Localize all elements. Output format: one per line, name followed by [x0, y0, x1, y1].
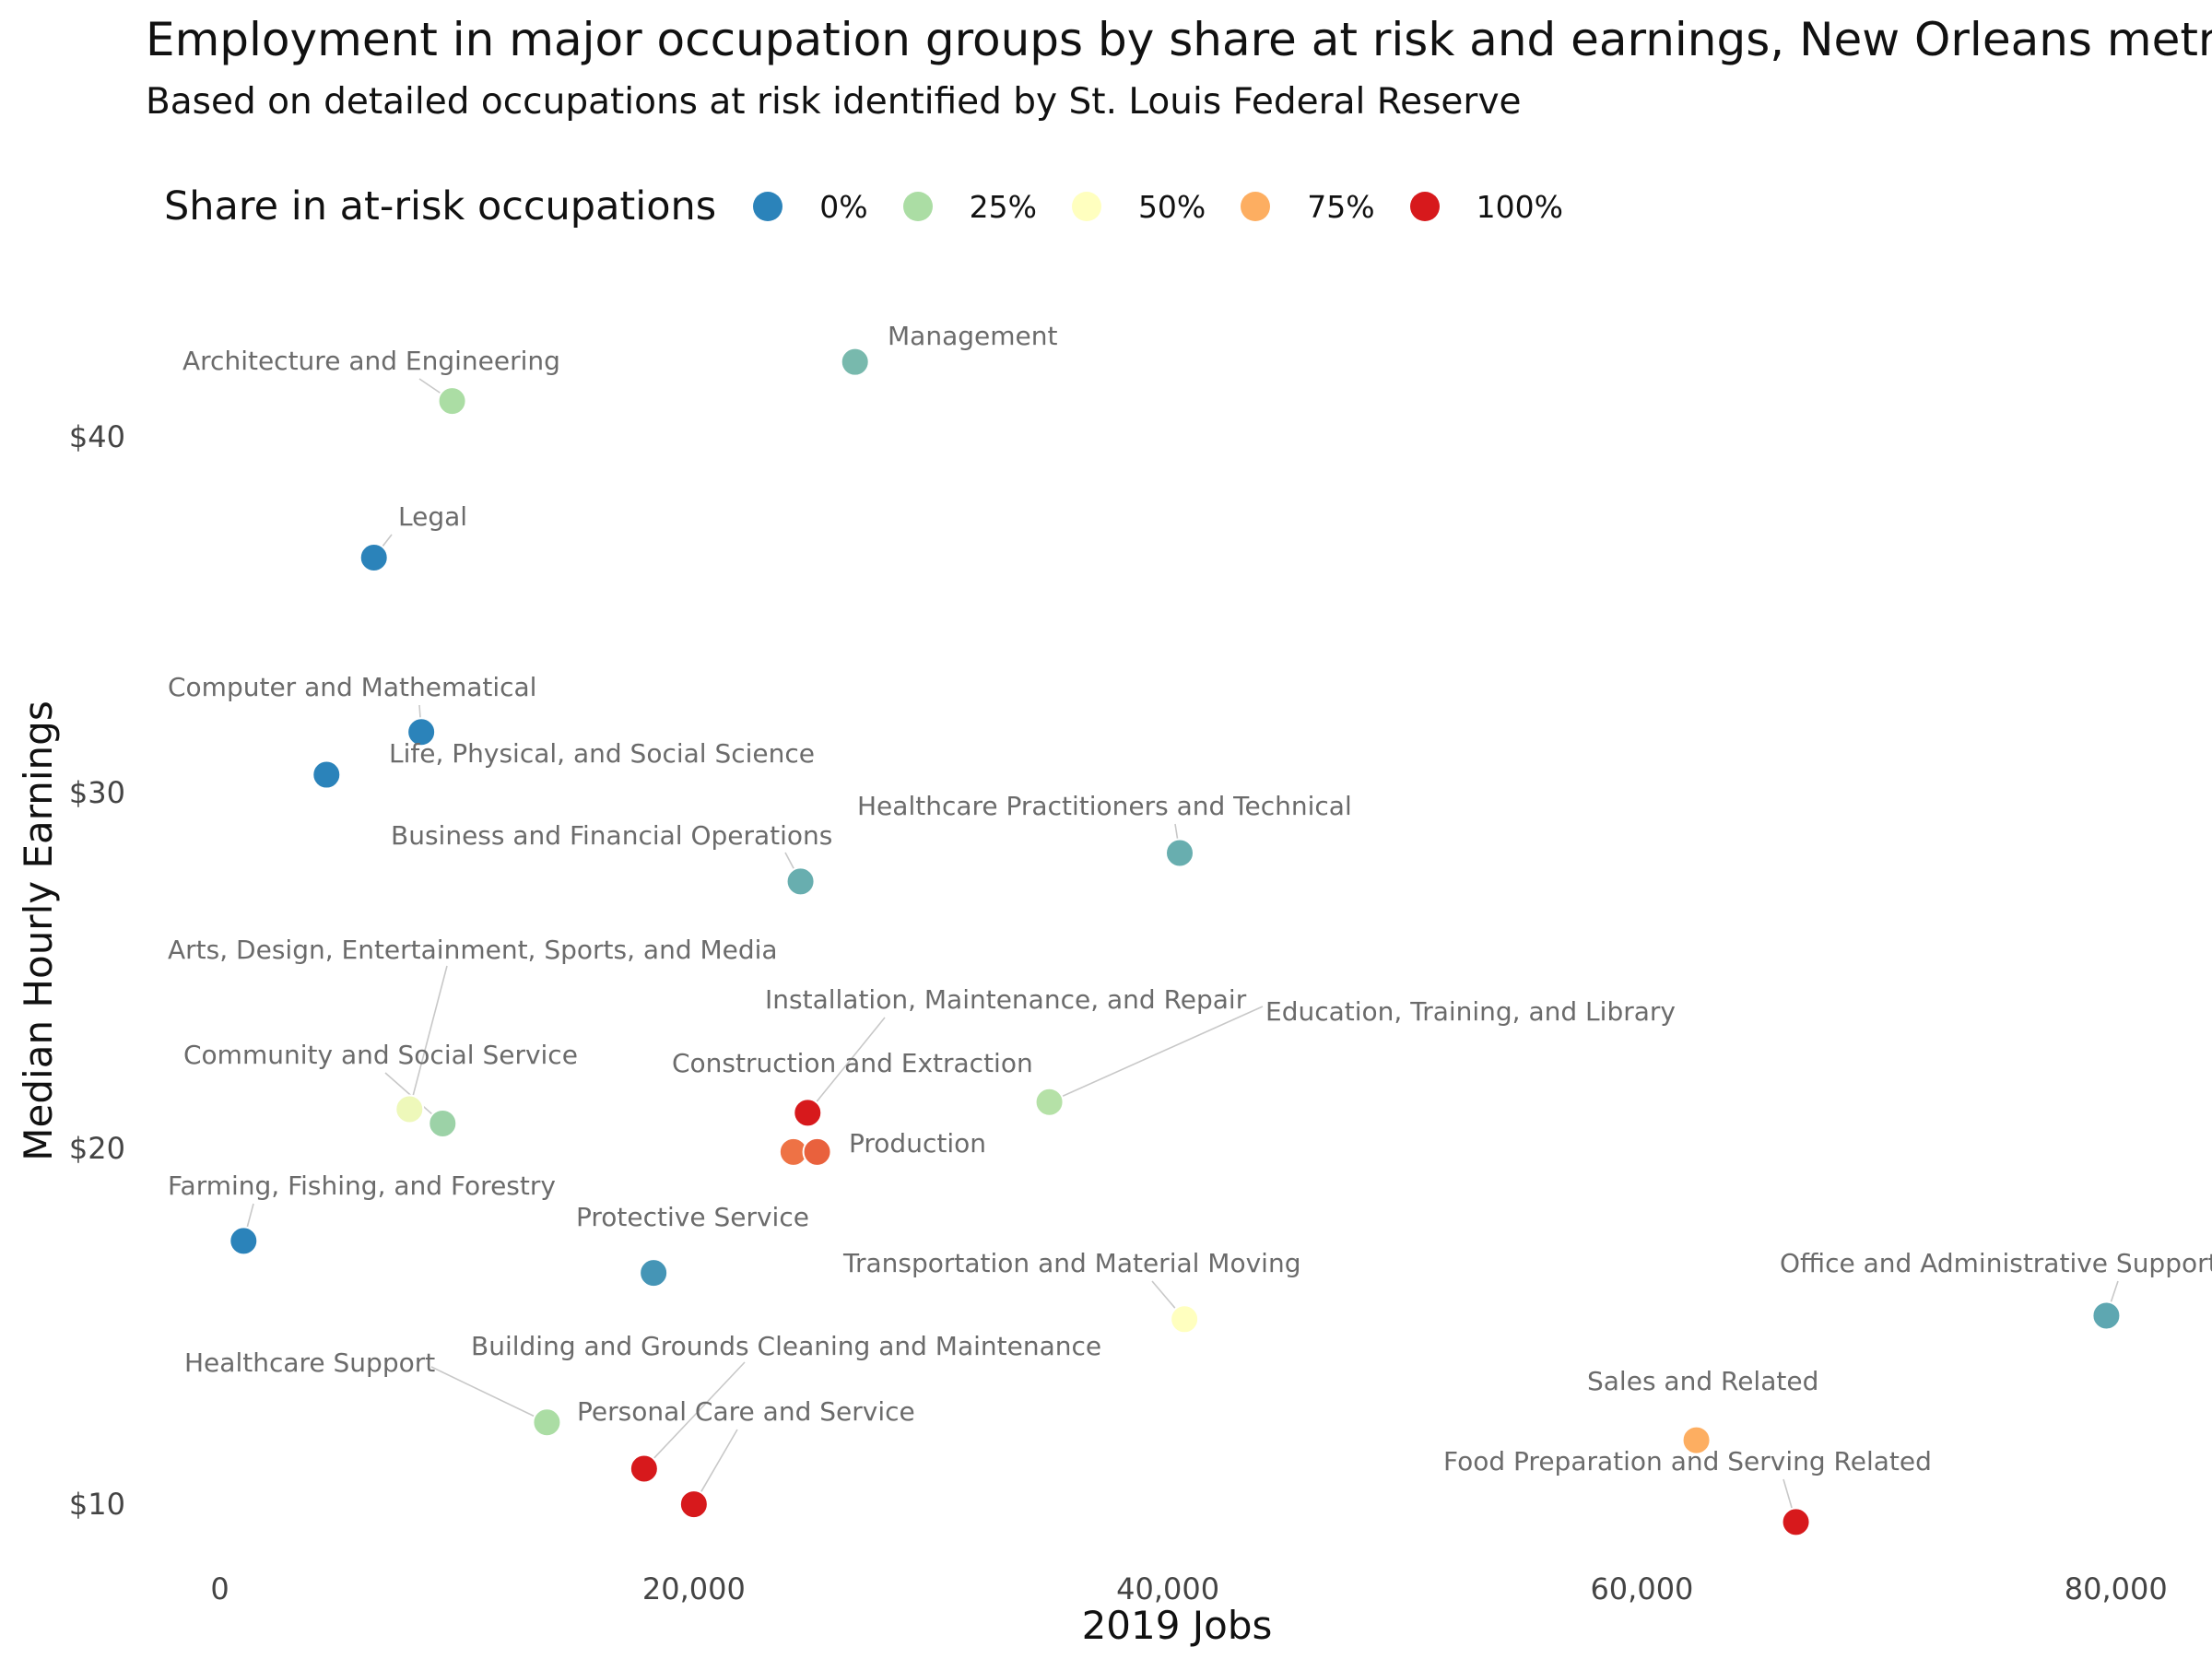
legend-item-0: 0% — [753, 188, 868, 225]
legend-item-50: 50% — [1071, 188, 1206, 225]
data-point — [1034, 1087, 1065, 1117]
data-point — [629, 1453, 659, 1484]
point-label: Life, Physical, and Social Science — [389, 738, 815, 769]
y-tick-label: $20 — [69, 1131, 125, 1166]
x-tick-label: 20,000 — [642, 1571, 746, 1606]
data-point — [678, 1489, 709, 1520]
chart-title: Employment in major occupation groups by… — [146, 13, 2212, 66]
legend-swatch-100 — [1409, 192, 1440, 221]
data-point — [1681, 1425, 1712, 1455]
y-tick-label: $30 — [69, 775, 125, 810]
data-point — [406, 717, 437, 747]
point-label: Community and Social Service — [183, 1040, 578, 1070]
data-point — [1165, 838, 1194, 868]
x-tick-label: 60,000 — [1590, 1571, 1693, 1606]
point-label: Personal Care and Service — [577, 1396, 915, 1427]
point-label: Computer and Mathematical — [168, 672, 536, 702]
point-label: Healthcare Support — [184, 1347, 435, 1378]
data-point — [2091, 1300, 2122, 1331]
chart-subtitle: Based on detailed occupations at risk id… — [146, 81, 1522, 123]
legend-title: Share in at-risk occupations — [164, 183, 717, 229]
data-point — [793, 1098, 823, 1128]
x-tick-label: 80,000 — [2065, 1571, 2168, 1606]
data-point — [312, 759, 342, 790]
legend-label-25: 25% — [969, 188, 1037, 225]
point-label: Farming, Fishing, and Forestry — [168, 1171, 556, 1201]
y-tick-label: $10 — [69, 1487, 125, 1522]
data-point — [229, 1226, 259, 1256]
legend-swatch-25 — [902, 192, 933, 221]
y-axis-title: Median Hourly Earnings — [16, 700, 61, 1160]
point-label: Office and Administrative Support — [1780, 1248, 2212, 1278]
data-point — [840, 347, 870, 377]
point-label: Food Preparation and Serving Related — [1443, 1446, 1932, 1477]
legend-item-75: 75% — [1241, 188, 1375, 225]
data-point — [437, 386, 467, 417]
point-label: Building and Grounds Cleaning and Mainte… — [471, 1331, 1101, 1361]
point-label: Management — [888, 321, 1057, 351]
y-tick-label: $40 — [69, 419, 125, 454]
point-label: Healthcare Practitioners and Technical — [857, 791, 1352, 821]
y-axis-ticks: $10 $20 $30 $40 — [69, 419, 125, 1522]
legend: Share in at-risk occupations 0% 25% 50% … — [164, 181, 1598, 232]
point-label: Sales and Related — [1587, 1366, 1818, 1396]
data-point — [1781, 1507, 1811, 1537]
legend-label-100: 100% — [1476, 188, 1563, 225]
legend-swatch-50 — [1071, 192, 1101, 221]
point-label: Architecture and Engineering — [182, 346, 560, 376]
point-label: Business and Financial Operations — [391, 820, 832, 851]
legend-item-25: 25% — [902, 188, 1037, 225]
point-label: Arts, Design, Entertainment, Sports, and… — [168, 935, 778, 965]
point-label: Production — [849, 1128, 986, 1159]
x-axis-title: 2019 Jobs — [1082, 1603, 1273, 1648]
point-label: Legal — [398, 501, 467, 532]
point-label: Protective Service — [576, 1202, 809, 1232]
leader-line — [430, 1366, 547, 1423]
data-point — [802, 1136, 832, 1167]
legend-label-75: 75% — [1307, 188, 1375, 225]
data-point — [394, 1094, 425, 1124]
x-axis-ticks: 0 20,000 40,000 60,000 80,000 — [210, 1571, 2167, 1606]
legend-label-0: 0% — [819, 188, 868, 225]
point-label: Transportation and Material Moving — [842, 1248, 1300, 1278]
point-label: Installation, Maintenance, and Repair — [765, 984, 1247, 1015]
point-label: Construction and Extraction — [672, 1048, 1033, 1078]
data-point — [1170, 1304, 1200, 1335]
data-point — [785, 866, 816, 897]
data-points — [229, 347, 2122, 1537]
data-point — [532, 1407, 562, 1438]
legend-swatch-0 — [753, 192, 783, 221]
leader-line — [1049, 1006, 1264, 1103]
legend-item-100: 100% — [1409, 188, 1563, 225]
leader-line — [408, 965, 448, 1110]
legend-swatch-75 — [1241, 192, 1271, 221]
data-point — [359, 543, 389, 573]
leader-line — [806, 1017, 886, 1113]
x-tick-label: 40,000 — [1116, 1571, 1219, 1606]
leader-line — [643, 1361, 746, 1470]
data-point — [428, 1108, 458, 1138]
legend-label-50: 50% — [1137, 188, 1206, 225]
point-label: Education, Training, and Library — [1265, 996, 1676, 1027]
data-point — [639, 1258, 669, 1288]
x-tick-label: 0 — [210, 1571, 229, 1606]
point-labels: Management Architecture and Engineering Le… — [168, 321, 2212, 1477]
